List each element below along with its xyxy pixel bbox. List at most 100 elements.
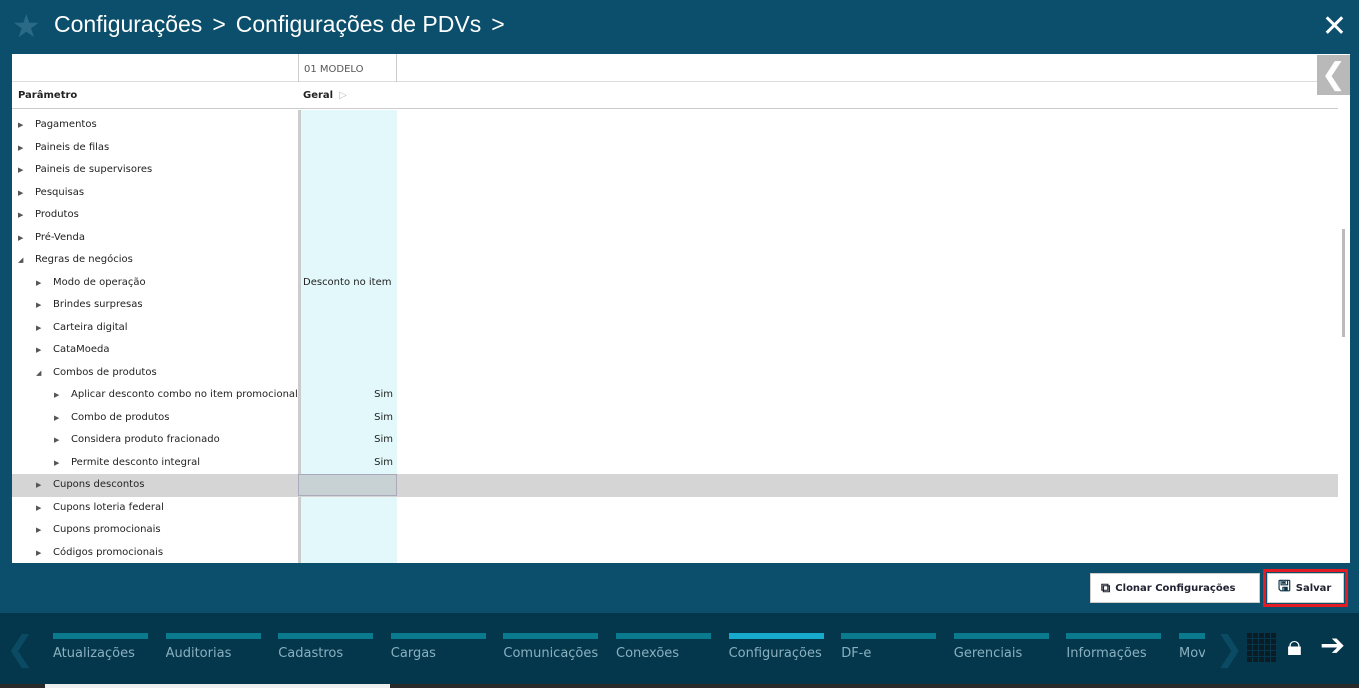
module-tab[interactable]: Comunicações bbox=[503, 633, 599, 661]
breadcrumb-item[interactable]: Configurações de PDVs bbox=[235, 11, 482, 37]
tree-row[interactable]: ▶ Paineis de supervisores bbox=[12, 159, 1338, 182]
column-header-row: Parâmetro Geral ▷ bbox=[12, 82, 1338, 109]
tree-row[interactable]: ▶ Carteira digital bbox=[12, 317, 1338, 340]
tree-row[interactable]: ▶ Brindes surpresas bbox=[12, 294, 1338, 317]
collapsed-triangle-icon[interactable]: ▶ bbox=[54, 436, 60, 444]
expand-right-icon[interactable]: ▷ bbox=[339, 90, 347, 101]
module-tab[interactable]: Mov bbox=[1179, 633, 1205, 661]
collapsed-triangle-icon[interactable]: ▶ bbox=[54, 413, 60, 422]
tree-row[interactable]: ▶ Cupons loteria federal bbox=[12, 497, 1338, 520]
row-label: Produtos bbox=[35, 209, 79, 220]
clone-configurations-button[interactable]: ⧉ Clonar Configurações bbox=[1090, 573, 1260, 603]
collapsed-triangle-icon[interactable]: ▶ bbox=[36, 323, 42, 332]
save-button[interactable]: 🖫 Salvar bbox=[1263, 569, 1348, 607]
collapsed-triangle-icon[interactable]: ▶ bbox=[54, 391, 60, 399]
scroll-left-chevron-icon[interactable]: ❮ bbox=[6, 629, 35, 669]
collapsed-triangle-icon[interactable]: ▶ bbox=[18, 166, 24, 174]
vertical-scrollbar[interactable] bbox=[1338, 54, 1350, 563]
row-label: CataMoeda bbox=[53, 344, 110, 355]
expanded-triangle-icon[interactable]: ◢ bbox=[18, 256, 24, 264]
collapsed-triangle-icon[interactable]: ▶ bbox=[18, 188, 24, 197]
tree-row[interactable]: ▶ Cupons descontos bbox=[12, 474, 1338, 497]
close-icon[interactable]: ✕ bbox=[1321, 9, 1347, 44]
collapsed-triangle-icon[interactable]: ▶ bbox=[36, 526, 42, 534]
tab-indicator bbox=[1179, 633, 1205, 639]
row-value[interactable]: Sim bbox=[374, 389, 393, 400]
row-label: Considera produto fracionado bbox=[71, 434, 220, 445]
tab-label: Cargas bbox=[390, 646, 436, 661]
tree-row[interactable]: ▶ Cupons promocionais bbox=[12, 519, 1338, 542]
tab-label: Informações bbox=[1066, 646, 1147, 661]
collapsed-triangle-icon[interactable]: ▶ bbox=[36, 278, 42, 287]
tab-indicator bbox=[953, 633, 1049, 639]
row-value[interactable]: Sim bbox=[374, 456, 393, 468]
favorite-star-icon[interactable]: ★ bbox=[12, 7, 41, 45]
module-tab[interactable]: Cargas bbox=[390, 633, 486, 661]
collapsed-triangle-icon[interactable]: ▶ bbox=[18, 211, 24, 219]
selected-value-cell[interactable] bbox=[298, 474, 397, 496]
collapsed-triangle-icon[interactable]: ▶ bbox=[36, 548, 42, 557]
param-header[interactable]: Parâmetro bbox=[18, 90, 78, 101]
apps-grid-icon[interactable] bbox=[1247, 633, 1276, 662]
tree-row[interactable]: ▶ Produtos bbox=[12, 204, 1338, 227]
column-group-header: 01 MODELO bbox=[12, 54, 1350, 82]
tree-row[interactable]: ▶ Pesquisas bbox=[12, 182, 1338, 205]
tree-row[interactable]: ▶ Pré-Venda bbox=[12, 227, 1338, 250]
tab-label: DF-e bbox=[841, 646, 872, 661]
tab-label: Configurações bbox=[728, 646, 822, 661]
breadcrumb: Configurações > Configurações de PDVs > bbox=[54, 11, 509, 38]
column-group-modelo[interactable]: 01 MODELO bbox=[298, 54, 397, 82]
tab-label: Mov bbox=[1179, 646, 1205, 661]
tree-row[interactable]: ▶ Códigos promocionais bbox=[12, 542, 1338, 564]
collapsed-triangle-icon[interactable]: ▶ bbox=[54, 458, 60, 467]
tab-indicator bbox=[1066, 633, 1162, 639]
row-value[interactable]: Sim bbox=[374, 411, 393, 423]
tab-label: Comunicações bbox=[503, 646, 599, 661]
tree-row[interactable]: ▶ CataMoeda bbox=[12, 339, 1338, 362]
collapse-panel-chevron-icon[interactable]: ❮ bbox=[1317, 55, 1350, 95]
value-header-label: Geral bbox=[303, 90, 334, 101]
collapsed-triangle-icon[interactable]: ▶ bbox=[18, 121, 24, 129]
tab-label: Gerenciais bbox=[953, 646, 1023, 661]
value-header[interactable]: Geral ▷ bbox=[303, 90, 347, 101]
module-tab[interactable]: Gerenciais bbox=[953, 633, 1049, 661]
lock-icon[interactable]: 🔒︎ bbox=[1287, 629, 1302, 662]
collapsed-triangle-icon[interactable]: ▶ bbox=[18, 143, 24, 152]
scrollbar-thumb[interactable] bbox=[1342, 229, 1345, 337]
tree-row[interactable]: ▶ Pagamentos bbox=[12, 114, 1338, 137]
tree-row[interactable]: ▶ Considera produto fracionado Sim bbox=[12, 429, 1338, 452]
module-tab[interactable]: Atualizações bbox=[53, 633, 148, 661]
tree-row[interactable]: ◢ Combos de produtos bbox=[12, 362, 1338, 385]
expanded-triangle-icon[interactable]: ◢ bbox=[36, 368, 42, 377]
row-value[interactable]: Desconto no item bbox=[303, 276, 392, 288]
tree-row[interactable]: ▶ Modo de operação Desconto no item bbox=[12, 272, 1338, 295]
collapsed-triangle-icon[interactable]: ▶ bbox=[18, 233, 24, 242]
module-tab[interactable]: Configurações bbox=[728, 633, 824, 661]
tree-row[interactable]: ◢ Regras de negócios bbox=[12, 249, 1338, 272]
tab-indicator bbox=[390, 633, 486, 639]
collapsed-triangle-icon[interactable]: ▶ bbox=[36, 301, 42, 309]
scroll-right-chevron-icon[interactable]: ❯ bbox=[1215, 629, 1244, 669]
tree-row[interactable]: ▶ Paineis de filas bbox=[12, 137, 1338, 160]
row-label: Modo de operação bbox=[53, 276, 146, 288]
row-label: Combos de produtos bbox=[53, 366, 157, 378]
row-label: Paineis de filas bbox=[35, 141, 110, 153]
tree-row[interactable]: ▶ Combo de produtos Sim bbox=[12, 407, 1338, 430]
collapsed-triangle-icon[interactable]: ▶ bbox=[36, 481, 42, 489]
module-tab[interactable]: Cadastros bbox=[278, 633, 374, 661]
row-label: Códigos promocionais bbox=[53, 546, 164, 558]
collapsed-triangle-icon[interactable]: ▶ bbox=[36, 346, 42, 354]
row-label: Cupons promocionais bbox=[53, 524, 161, 535]
module-tab[interactable]: Conexões bbox=[616, 633, 711, 661]
module-tab[interactable]: Informações bbox=[1066, 633, 1162, 661]
breadcrumb-separator: > bbox=[491, 11, 505, 37]
tab-indicator bbox=[841, 633, 937, 639]
breadcrumb-item[interactable]: Configurações bbox=[54, 11, 203, 37]
logout-arrow-icon[interactable]: ➔ bbox=[1320, 628, 1346, 663]
collapsed-triangle-icon[interactable]: ▶ bbox=[36, 503, 42, 512]
tree-row[interactable]: ▶ Permite desconto integral Sim bbox=[12, 452, 1338, 475]
module-tab[interactable]: DF-e bbox=[841, 633, 937, 661]
tree-row[interactable]: ▶ Aplicar desconto combo no item promocio… bbox=[12, 384, 1338, 407]
row-value[interactable]: Sim bbox=[374, 434, 393, 445]
module-tab[interactable]: Auditorias bbox=[165, 633, 261, 661]
